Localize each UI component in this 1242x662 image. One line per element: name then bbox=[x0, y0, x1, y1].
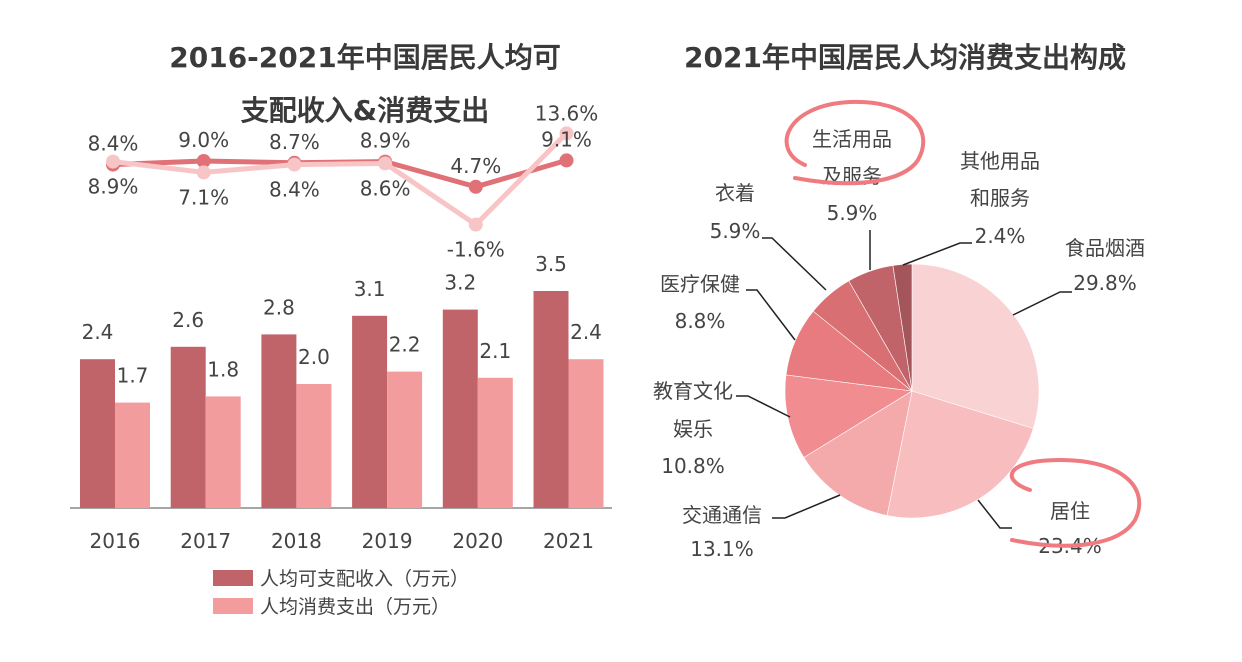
line-data-label: 13.6% bbox=[535, 101, 599, 125]
bar-income bbox=[533, 291, 569, 508]
bar-data-label: 2.6 bbox=[172, 308, 204, 332]
bar-consumption bbox=[205, 396, 241, 508]
bar-data-label: 2.2 bbox=[389, 333, 421, 357]
bar-chart-title-line1: 2016-2021年中国居民人均可 bbox=[169, 41, 561, 74]
pie-slice bbox=[886, 390, 1034, 519]
pie-slice bbox=[892, 263, 913, 392]
pie-percent-label: 8.8% bbox=[675, 309, 726, 333]
pie-category-label: 医疗保健 bbox=[660, 272, 740, 296]
line-data-label: 8.7% bbox=[269, 130, 320, 154]
line-data-label: 8.9% bbox=[360, 129, 411, 153]
line-point bbox=[559, 126, 574, 141]
legend-label: 人均消费支出（万元） bbox=[260, 596, 450, 618]
highlight-circle bbox=[1009, 457, 1142, 548]
pie-category-label: 食品烟酒 bbox=[1065, 236, 1145, 260]
leader-line bbox=[736, 395, 791, 418]
pie-chart-title: 2021年中国居民人均消费支出构成 bbox=[684, 41, 1126, 74]
x-tick-label: 2017 bbox=[180, 529, 231, 553]
legend-swatch bbox=[213, 570, 253, 586]
pie-category-label: 教育文化 bbox=[653, 379, 733, 403]
line-data-label: 8.4% bbox=[269, 178, 320, 202]
line-data-label: -1.6% bbox=[447, 238, 505, 262]
bar-data-label: 2.4 bbox=[82, 320, 114, 344]
pie-percent-label: 2.4% bbox=[975, 224, 1026, 248]
leader-line bbox=[762, 237, 827, 291]
x-tick-label: 2021 bbox=[543, 529, 594, 553]
pie-slice bbox=[911, 263, 1040, 429]
pie-percent-label: 10.8% bbox=[661, 454, 725, 478]
pie-category-label: 交通通信 bbox=[682, 503, 762, 527]
bar-income bbox=[261, 334, 297, 508]
leader-line bbox=[1012, 291, 1072, 316]
pie-category-label: 居住 bbox=[1050, 499, 1090, 523]
bar-income bbox=[170, 346, 206, 508]
line-point bbox=[559, 153, 574, 168]
pie-percent-label: 29.8% bbox=[1073, 271, 1137, 295]
pie-percent-label: 13.1% bbox=[690, 537, 754, 561]
bar-consumption bbox=[568, 359, 604, 508]
bar-income bbox=[442, 309, 478, 508]
line-data-label: 8.6% bbox=[360, 176, 411, 200]
bar-consumption bbox=[115, 402, 150, 508]
x-tick-label: 2020 bbox=[452, 529, 503, 553]
bar-consumption bbox=[477, 377, 513, 508]
x-tick-label: 2018 bbox=[271, 529, 322, 553]
bar-data-label: 3.2 bbox=[444, 271, 476, 295]
pie-slice bbox=[784, 374, 913, 458]
line-data-label: 9.1% bbox=[541, 127, 592, 151]
pie-category-label: 娱乐 bbox=[673, 417, 713, 441]
bar-data-label: 2.8 bbox=[263, 295, 295, 319]
line-data-label: 8.9% bbox=[88, 175, 139, 199]
line-point bbox=[468, 217, 483, 232]
line-data-label: 8.4% bbox=[88, 132, 139, 156]
bar-income bbox=[352, 315, 388, 508]
leader-line bbox=[902, 242, 972, 266]
line-point bbox=[287, 157, 302, 172]
line-data-label: 4.7% bbox=[450, 154, 501, 178]
bar-income bbox=[80, 359, 115, 508]
bar-data-label: 1.8 bbox=[207, 357, 239, 381]
line-data-label: 9.0% bbox=[178, 128, 229, 152]
x-tick-label: 2019 bbox=[362, 529, 413, 553]
line-data-label: 7.1% bbox=[178, 185, 229, 209]
leader-line bbox=[772, 494, 841, 519]
leader-line bbox=[746, 289, 796, 341]
bar-data-label: 3.5 bbox=[535, 252, 567, 276]
line-point bbox=[196, 165, 211, 180]
bar-consumption bbox=[296, 384, 332, 508]
bar-data-label: 1.7 bbox=[117, 364, 149, 388]
pie-category-label: 其他用品 bbox=[960, 149, 1040, 173]
pie-category-label: 和服务 bbox=[970, 186, 1030, 210]
bar-data-label: 2.0 bbox=[298, 345, 330, 369]
line-point bbox=[106, 154, 120, 169]
bar-data-label: 2.4 bbox=[570, 320, 602, 344]
highlight-circle bbox=[784, 99, 926, 186]
x-tick-label: 2016 bbox=[90, 529, 141, 553]
bar-data-label: 3.1 bbox=[354, 277, 386, 301]
pie-percent-label: 5.9% bbox=[710, 219, 761, 243]
line-point bbox=[378, 156, 393, 171]
line-point bbox=[468, 179, 483, 194]
leader-line bbox=[977, 499, 1012, 529]
pie-category-label: 生活用品 bbox=[812, 127, 892, 151]
legend-label: 人均可支配收入（万元） bbox=[260, 568, 469, 590]
bar-data-label: 2.1 bbox=[479, 339, 511, 363]
line-point bbox=[196, 154, 211, 168]
line-series-1 bbox=[112, 131, 569, 228]
bar-chart-title-line2: 支配收入&消费支出 bbox=[240, 94, 490, 127]
pie-category-label: 衣着 bbox=[715, 181, 755, 205]
bar-consumption bbox=[387, 371, 423, 508]
legend-swatch bbox=[213, 598, 253, 614]
pie-percent-label: 5.9% bbox=[827, 201, 878, 225]
